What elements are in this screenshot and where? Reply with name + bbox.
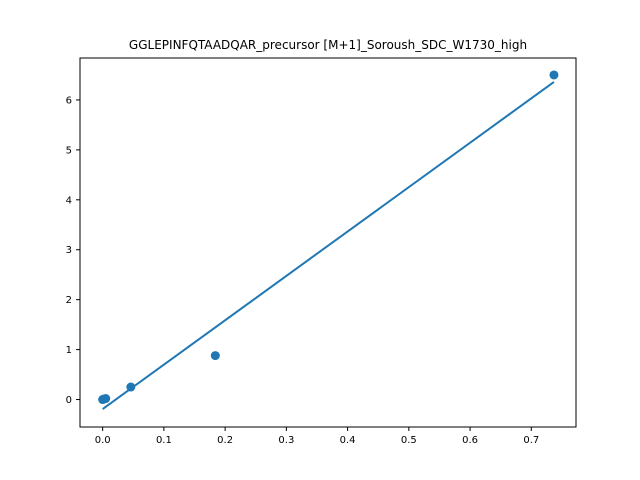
y-tick-label: 0 [66,395,72,406]
x-tick-label: 0.5 [401,435,417,446]
data-point [210,351,220,361]
data-point [101,394,111,404]
x-tick-label: 0.7 [523,435,539,446]
plot-frame [79,57,577,428]
y-tick-label: 3 [66,245,72,256]
plot-area [98,70,559,410]
x-tick-label: 0.2 [217,435,233,446]
y-tick-label: 5 [66,145,72,156]
x-tick-label: 0.3 [278,435,294,446]
fit-line [102,81,555,410]
x-tick-label: 0.6 [462,435,478,446]
y-tick-label: 6 [66,95,72,106]
x-tick-label: 0.1 [156,435,172,446]
axes: 0.0 0.1 0.2 0.3 0.4 0.5 0.6 0.7 0 1 2 3 4 5 6 [66,57,577,446]
data-point [549,70,559,80]
y-tick-label: 2 [66,295,72,306]
chart-title: GGLEPINFQTAADQAR_precursor [M+1]_Soroush… [129,38,527,52]
x-tick-label: 0.0 [95,435,111,446]
y-tick-label: 4 [66,195,72,206]
y-tick-label: 1 [66,345,72,356]
x-tick-label: 0.4 [340,435,356,446]
